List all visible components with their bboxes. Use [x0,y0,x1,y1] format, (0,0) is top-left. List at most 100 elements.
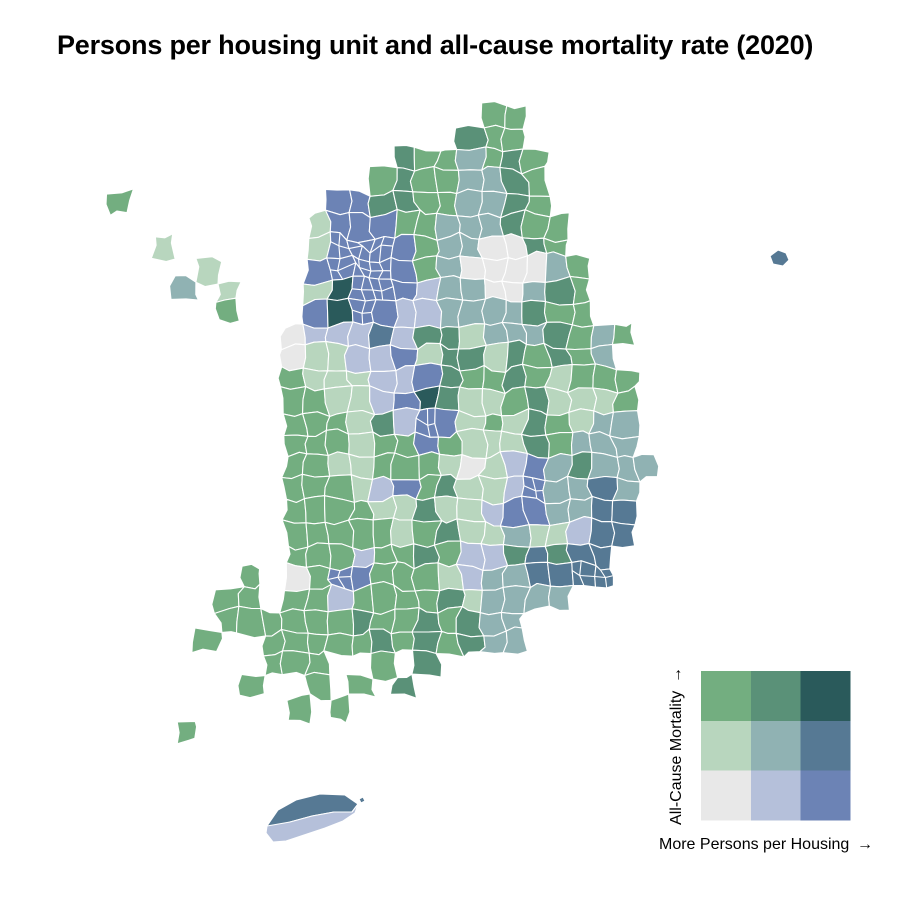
district [390,452,420,481]
district-subdivision [355,259,372,277]
district [482,413,504,432]
district-subdivision [415,408,435,438]
district-subdivision [330,258,357,280]
legend-cell [701,671,751,721]
page-title: Persons per housing unit and all-cause m… [57,30,814,60]
district [326,608,355,637]
district [277,366,307,390]
legend-cell [750,720,801,771]
district [435,275,464,302]
district [281,498,307,524]
district [611,499,638,526]
district-subdivision [327,570,352,590]
district [477,235,509,262]
district-subdivision [523,477,543,499]
district [237,673,266,699]
district [393,297,417,329]
district [611,322,636,346]
district [611,521,636,549]
district [548,584,574,611]
district [477,212,505,240]
district [191,627,224,654]
district-subdivision [348,242,371,260]
district [459,255,487,280]
district [411,649,443,678]
legend-cell [800,720,851,771]
district [434,385,461,412]
islands-layer [265,249,790,843]
district [214,297,240,324]
district [347,431,376,458]
jeju-islet [358,796,366,804]
ulleungdo [769,249,790,267]
district [327,451,352,477]
district [303,495,326,525]
district [453,124,489,151]
district [369,650,399,682]
district [281,473,305,504]
district [176,720,198,745]
district [543,301,576,326]
legend-cell [701,770,751,821]
district [279,386,307,417]
district [390,517,415,548]
district-subdivision [372,278,394,301]
district [521,281,547,303]
bivariate-legend: More Persons per Housing → All-Cause Mor… [659,667,873,853]
legend-cell [750,770,801,821]
district [479,586,506,616]
legend-y-axis-label: All-Cause Mortality → [668,667,685,825]
district [571,560,597,588]
district [323,632,354,657]
district [435,255,463,279]
district [458,323,487,350]
district [390,278,418,302]
district [454,188,483,218]
district [324,428,350,457]
district-subdivision [571,560,595,586]
district [279,650,311,677]
district [195,256,223,288]
district [280,628,310,654]
district [433,166,460,195]
district [632,453,660,483]
district [329,693,351,724]
district [459,277,487,302]
district [504,105,527,130]
district [343,344,372,374]
district [546,561,574,588]
district [456,518,487,545]
district [499,524,532,548]
legend-cell [750,671,801,721]
district-subdivision [352,300,372,325]
district [609,410,641,440]
district [454,146,487,171]
jeju-south [265,803,359,843]
district [281,519,309,551]
district [150,233,176,263]
legend-cell [800,770,851,821]
district [305,542,332,570]
district [571,300,595,328]
district [588,517,616,549]
legend-cell [800,671,851,721]
district [521,299,548,327]
district-subdivision [594,569,614,588]
district [286,693,313,725]
district [301,453,331,478]
district-subdivision [351,276,374,302]
district [500,127,526,153]
district [502,626,528,655]
district-subdivision [369,236,393,263]
district [389,673,418,699]
district [105,188,135,216]
district-subdivision [370,262,391,280]
district [239,563,261,590]
district [565,253,591,280]
district [594,565,614,589]
district [303,609,329,636]
district [302,341,330,372]
district [453,474,484,501]
district [345,370,372,387]
